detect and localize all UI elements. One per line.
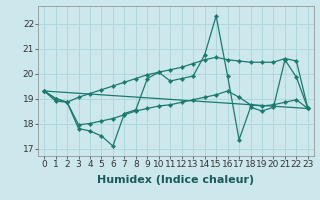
X-axis label: Humidex (Indice chaleur): Humidex (Indice chaleur) xyxy=(97,175,255,185)
